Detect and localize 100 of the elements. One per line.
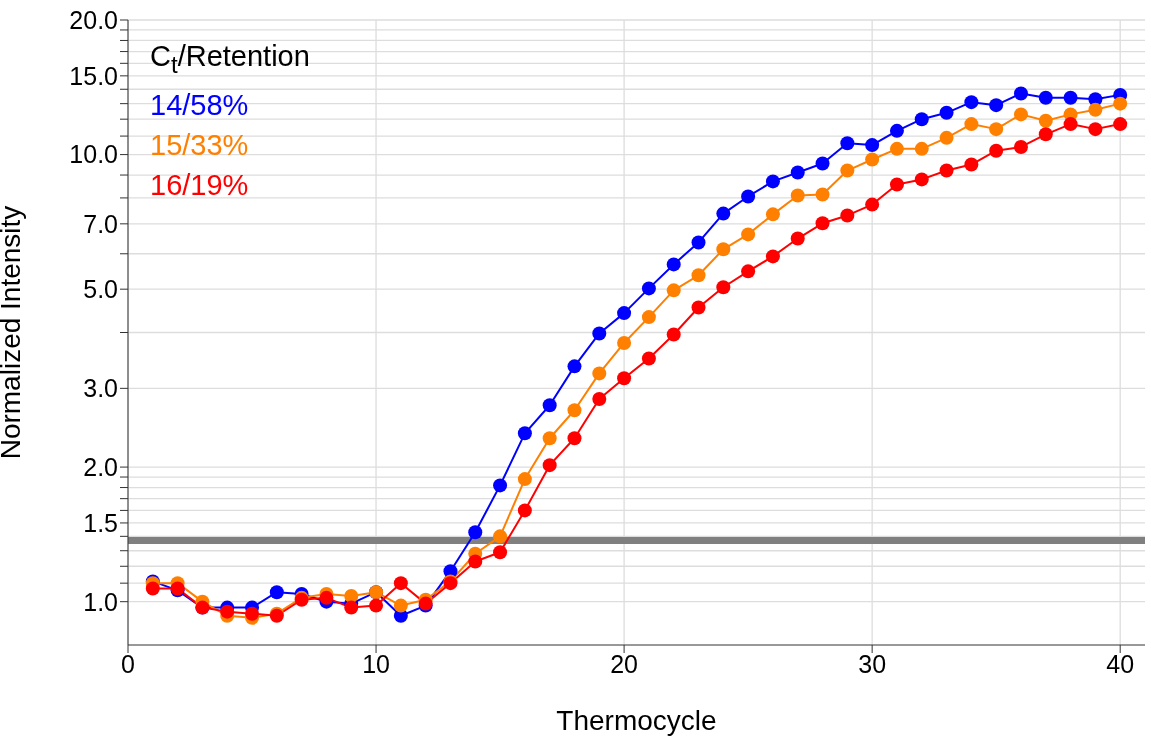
point (741, 264, 756, 279)
point (741, 189, 756, 204)
point (1088, 102, 1103, 117)
point (989, 98, 1004, 113)
point (914, 141, 929, 156)
point (369, 598, 384, 613)
point (542, 458, 557, 473)
point (567, 431, 582, 446)
point (666, 257, 681, 272)
text: 16/19% (150, 167, 250, 203)
point (1013, 107, 1028, 122)
point (641, 310, 656, 325)
text: 14/58% (150, 87, 250, 123)
point (1113, 117, 1128, 132)
point (964, 117, 979, 132)
point (865, 138, 880, 153)
point (865, 152, 880, 167)
point (592, 326, 607, 341)
point (145, 581, 160, 596)
point (765, 207, 780, 222)
x-tick-label: 40 (1106, 649, 1135, 678)
y-tick-label: 2.0 (83, 452, 118, 481)
point (1063, 90, 1078, 105)
y-tick-label: 3.0 (83, 374, 118, 403)
y-tick-label: 10.0 (69, 140, 118, 169)
point (493, 545, 508, 560)
point (1088, 122, 1103, 137)
y-tick-label: 1.5 (83, 508, 118, 537)
point (641, 351, 656, 366)
point (765, 249, 780, 264)
point (691, 235, 706, 250)
point (939, 105, 954, 120)
point (741, 227, 756, 242)
point (914, 172, 929, 187)
point (542, 431, 557, 446)
point (617, 335, 632, 350)
point (269, 585, 284, 600)
point (964, 95, 979, 110)
point (393, 576, 408, 591)
point (517, 503, 532, 518)
text: 15/33% (150, 127, 250, 163)
point (840, 163, 855, 178)
point (666, 327, 681, 342)
point (790, 165, 805, 180)
point (939, 130, 954, 145)
point (220, 604, 235, 619)
point (840, 208, 855, 223)
point (716, 206, 731, 221)
point (964, 157, 979, 172)
point (691, 300, 706, 315)
point (617, 371, 632, 386)
point (666, 283, 681, 298)
point (765, 174, 780, 189)
y-tick-label: 15.0 (69, 61, 118, 90)
point (493, 529, 508, 544)
x-tick-label: 10 (362, 649, 390, 678)
point (468, 525, 483, 540)
point (617, 306, 632, 321)
x-tick-label: 0 (121, 649, 135, 678)
point (716, 242, 731, 257)
x-axis-title: Thermocycle (556, 705, 717, 736)
point (517, 426, 532, 441)
point (592, 366, 607, 381)
point (716, 280, 731, 295)
point (815, 216, 830, 231)
point (393, 598, 408, 613)
point (641, 281, 656, 296)
point (815, 187, 830, 202)
point (1038, 127, 1053, 142)
point (815, 156, 830, 171)
point (567, 359, 582, 374)
point (889, 177, 904, 192)
point (1038, 90, 1053, 105)
point (840, 136, 855, 151)
point (790, 231, 805, 246)
x-tick-label: 30 (858, 649, 887, 678)
y-tick-label: 20.0 (69, 5, 118, 34)
point (542, 398, 557, 413)
point (468, 554, 483, 569)
legend-title: C$_{t}$/Retention (150, 39, 310, 80)
point (493, 478, 508, 493)
point (1038, 113, 1053, 128)
point (865, 197, 880, 212)
point (914, 112, 929, 127)
point (691, 268, 706, 283)
point (989, 122, 1004, 137)
x-tick-label: 20 (610, 649, 638, 678)
point (1063, 117, 1078, 132)
point (889, 141, 904, 156)
point (939, 163, 954, 178)
point (1113, 96, 1128, 111)
point (1013, 86, 1028, 101)
y-tick-label: 5.0 (83, 275, 118, 304)
point (989, 143, 1004, 158)
point (889, 123, 904, 138)
point (567, 403, 582, 418)
point (592, 392, 607, 406)
y-tick-label: 1.0 (83, 587, 118, 616)
point (1013, 139, 1028, 154)
y-axis-title: Normalized Intensity (0, 205, 26, 460)
